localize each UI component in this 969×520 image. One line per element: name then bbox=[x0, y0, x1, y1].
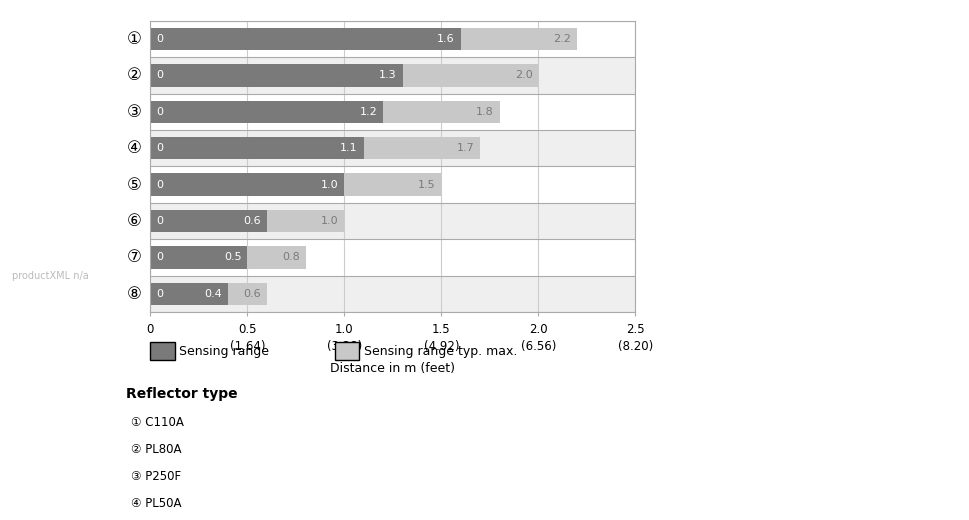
Text: 1.8: 1.8 bbox=[476, 107, 493, 117]
Bar bbox=[150, 137, 363, 160]
Text: 0: 0 bbox=[156, 143, 163, 153]
Text: ②: ② bbox=[126, 67, 141, 84]
Text: (8.20): (8.20) bbox=[617, 340, 652, 353]
Text: 1.5: 1.5 bbox=[431, 323, 451, 336]
Text: ④: ④ bbox=[126, 139, 141, 157]
Text: 1.6: 1.6 bbox=[437, 34, 454, 44]
Text: 1.5: 1.5 bbox=[418, 179, 435, 190]
Bar bbox=[383, 100, 499, 123]
Text: 0.8: 0.8 bbox=[282, 252, 299, 263]
Bar bbox=[150, 57, 635, 94]
Bar bbox=[228, 282, 266, 305]
Text: 0.5: 0.5 bbox=[224, 252, 241, 263]
Text: ①: ① bbox=[126, 30, 141, 48]
Text: 2.0: 2.0 bbox=[515, 70, 532, 81]
Text: 0: 0 bbox=[156, 252, 163, 263]
Text: ⑧: ⑧ bbox=[126, 285, 141, 303]
Text: 0.6: 0.6 bbox=[243, 216, 261, 226]
Text: ② PL80A: ② PL80A bbox=[131, 443, 181, 456]
Text: (1.64): (1.64) bbox=[230, 340, 265, 353]
Bar bbox=[150, 173, 344, 196]
Text: 2.5: 2.5 bbox=[625, 323, 644, 336]
Text: 0: 0 bbox=[156, 70, 163, 81]
Bar bbox=[150, 21, 635, 57]
Bar bbox=[150, 130, 635, 166]
Text: 0: 0 bbox=[156, 34, 163, 44]
Text: (6.56): (6.56) bbox=[520, 340, 555, 353]
Text: ⑤: ⑤ bbox=[126, 176, 141, 193]
Text: Sensing range typ. max.: Sensing range typ. max. bbox=[363, 344, 516, 358]
Text: ⑥: ⑥ bbox=[126, 212, 141, 230]
Text: 0.6: 0.6 bbox=[243, 289, 261, 299]
Text: 1.7: 1.7 bbox=[456, 143, 474, 153]
Text: 1.3: 1.3 bbox=[379, 70, 396, 81]
Bar bbox=[150, 100, 383, 123]
Text: Distance in m (feet): Distance in m (feet) bbox=[330, 362, 454, 375]
Bar bbox=[150, 94, 635, 130]
Bar bbox=[150, 203, 635, 239]
Text: ③ P250F: ③ P250F bbox=[131, 470, 181, 483]
Bar bbox=[363, 137, 480, 160]
Text: 0.4: 0.4 bbox=[204, 289, 222, 299]
Text: 0: 0 bbox=[156, 107, 163, 117]
Text: 2.2: 2.2 bbox=[553, 34, 571, 44]
Text: (3.28): (3.28) bbox=[327, 340, 361, 353]
Bar bbox=[150, 64, 402, 87]
Bar bbox=[402, 64, 538, 87]
Text: ⑦: ⑦ bbox=[126, 249, 141, 266]
Text: 2.0: 2.0 bbox=[528, 323, 547, 336]
Text: ④ PL50A: ④ PL50A bbox=[131, 497, 181, 510]
Bar bbox=[460, 28, 577, 50]
Text: (4.92): (4.92) bbox=[423, 340, 458, 353]
Text: 0: 0 bbox=[146, 323, 154, 336]
Text: 1.2: 1.2 bbox=[359, 107, 377, 117]
Bar bbox=[150, 210, 266, 232]
Bar bbox=[150, 28, 460, 50]
Bar bbox=[150, 239, 635, 276]
Bar bbox=[150, 282, 228, 305]
Text: 1.1: 1.1 bbox=[340, 143, 358, 153]
Text: productXML n/a: productXML n/a bbox=[12, 270, 88, 281]
Text: Sensing range: Sensing range bbox=[179, 344, 269, 358]
Text: 1.0: 1.0 bbox=[321, 179, 338, 190]
Text: 0: 0 bbox=[156, 179, 163, 190]
Bar bbox=[247, 246, 305, 269]
Bar bbox=[266, 210, 344, 232]
Text: ① C110A: ① C110A bbox=[131, 416, 184, 429]
Bar bbox=[150, 166, 635, 203]
Text: 1.0: 1.0 bbox=[334, 323, 354, 336]
Text: 0.5: 0.5 bbox=[237, 323, 257, 336]
Text: 0: 0 bbox=[156, 289, 163, 299]
Text: ③: ③ bbox=[126, 103, 141, 121]
Text: 1.0: 1.0 bbox=[321, 216, 338, 226]
Text: Reflector type: Reflector type bbox=[126, 387, 237, 401]
Bar bbox=[150, 246, 247, 269]
Bar bbox=[150, 276, 635, 312]
Bar bbox=[344, 173, 441, 196]
Text: 0: 0 bbox=[156, 216, 163, 226]
